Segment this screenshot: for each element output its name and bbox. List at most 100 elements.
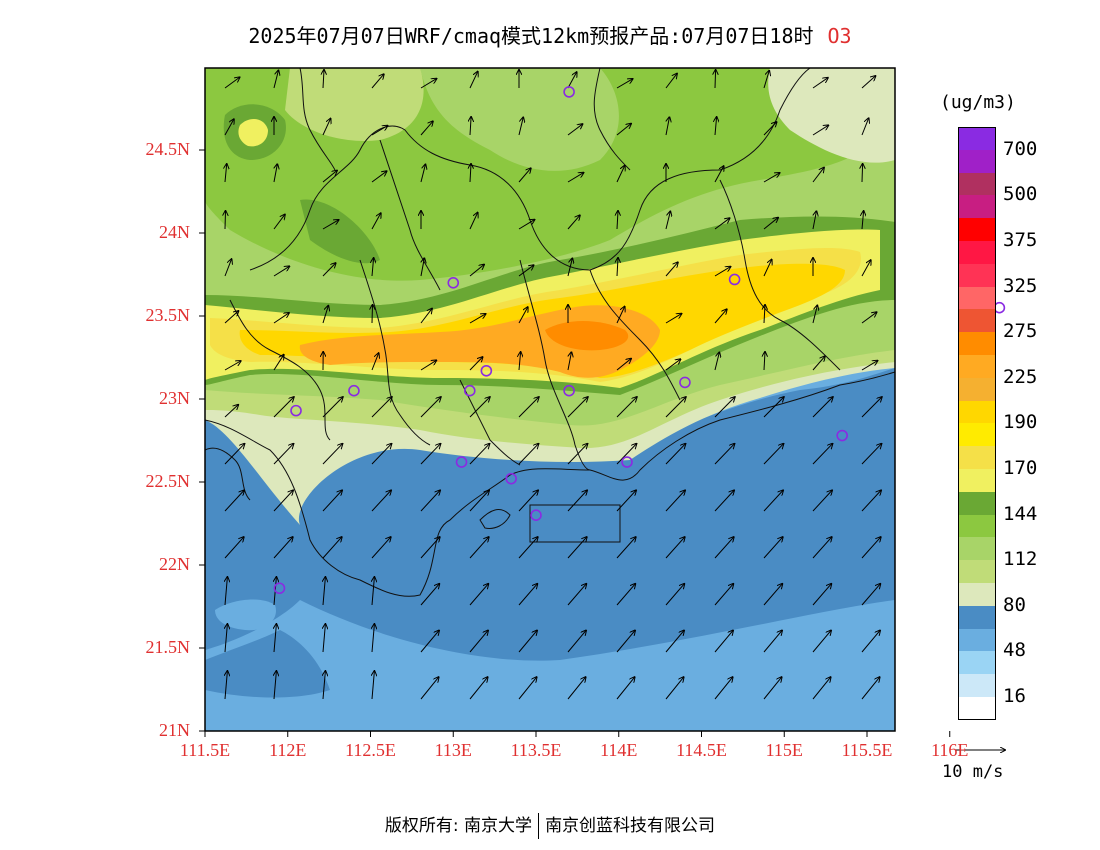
wind-arrow bbox=[665, 397, 686, 418]
wind-arrow bbox=[617, 211, 618, 230]
wind-arrow bbox=[420, 444, 440, 465]
wind-arrow bbox=[420, 397, 441, 418]
wind-arrow bbox=[763, 537, 783, 559]
wind-arrow bbox=[862, 164, 863, 183]
lon-label: 116E bbox=[931, 740, 969, 760]
wind-arrow bbox=[812, 211, 816, 230]
colorbar-segment bbox=[958, 355, 996, 378]
wind-arrow bbox=[225, 671, 227, 700]
wind-arrow bbox=[274, 164, 277, 183]
map-title: 2025年07月07日WRF/cmaq模式12km预报产品:07月07日18时 O… bbox=[248, 24, 852, 48]
wind-arrow bbox=[812, 537, 832, 559]
wind-arrow bbox=[322, 263, 336, 277]
lat-label: 24N bbox=[159, 222, 190, 242]
colorbar-label: 190 bbox=[1003, 411, 1038, 434]
lon-label: 113.5E bbox=[510, 740, 562, 760]
colorbar-label: 170 bbox=[1003, 457, 1038, 479]
colorbar-segment bbox=[958, 286, 996, 310]
wind-arrow bbox=[616, 444, 636, 465]
wind-arrow bbox=[861, 397, 882, 418]
wind-arrow bbox=[371, 126, 387, 136]
wind-arrow bbox=[224, 119, 234, 136]
wind-arrow bbox=[469, 72, 478, 89]
wind-arrow bbox=[617, 258, 618, 277]
wind-arrow bbox=[665, 444, 685, 465]
lon-label: 113E bbox=[434, 740, 472, 760]
wind-arrow bbox=[469, 213, 478, 230]
wind-arrow bbox=[763, 490, 783, 512]
wind-arrow bbox=[665, 117, 669, 136]
wind-arrow bbox=[616, 359, 631, 371]
colorbar-label: 500 bbox=[1003, 183, 1038, 206]
colorbar-label: 275 bbox=[1003, 320, 1038, 343]
wind-arrow bbox=[567, 490, 587, 512]
wind-arrow bbox=[616, 537, 636, 559]
wind-arrow bbox=[518, 537, 538, 559]
boundary-lines bbox=[205, 68, 895, 597]
wind-arrow bbox=[371, 74, 384, 89]
wind-arrow bbox=[518, 220, 534, 230]
wind-arrow bbox=[274, 624, 276, 653]
wind-arrow bbox=[861, 361, 877, 371]
wind-arrow bbox=[812, 677, 831, 700]
wind-arrow bbox=[371, 444, 391, 465]
wind-arrow bbox=[665, 537, 685, 559]
station-marker bbox=[480, 364, 493, 377]
wind-arrow bbox=[812, 356, 825, 371]
wind-arrow bbox=[861, 76, 875, 89]
wind-arrow bbox=[469, 444, 489, 465]
lon-label: 112.5E bbox=[345, 740, 396, 760]
wind-arrow bbox=[812, 78, 828, 89]
wind-arrow bbox=[861, 537, 881, 559]
wind-arrow bbox=[470, 164, 471, 183]
wind-arrow bbox=[861, 677, 880, 700]
wind-arrow bbox=[763, 444, 783, 465]
wind-arrow bbox=[224, 405, 238, 418]
wind-arrow bbox=[861, 584, 880, 606]
colorbar-label: 375 bbox=[1003, 229, 1038, 251]
wind-arrow bbox=[421, 258, 424, 277]
station-marker bbox=[463, 384, 476, 397]
wind-arrow bbox=[224, 259, 232, 277]
colorbar-segment bbox=[958, 674, 996, 697]
wind-arrow bbox=[715, 117, 717, 136]
station-marker bbox=[621, 456, 633, 468]
lat-label: 23N bbox=[159, 388, 190, 408]
wind-arrow bbox=[469, 265, 484, 277]
colorbar-segment bbox=[958, 651, 996, 675]
lon-label: 114E bbox=[600, 740, 638, 760]
wind-arrow bbox=[714, 218, 730, 230]
ozone-field bbox=[205, 68, 895, 731]
colorbar-segment bbox=[958, 263, 996, 287]
wind-arrow bbox=[616, 584, 635, 606]
wind-arrow bbox=[763, 631, 782, 653]
wind-arrow bbox=[567, 259, 572, 277]
wind-arrow bbox=[861, 490, 881, 512]
wind-arrow bbox=[861, 118, 869, 136]
wind-arrow bbox=[420, 631, 439, 653]
colorbar-segment bbox=[958, 195, 996, 219]
wind-arrow bbox=[763, 218, 778, 230]
wind-arrow bbox=[714, 537, 734, 559]
wind-arrow bbox=[274, 671, 276, 700]
station-marker bbox=[679, 376, 691, 389]
wind-arrow bbox=[469, 357, 483, 371]
colorbar-segment bbox=[958, 560, 996, 583]
wind-arrow bbox=[616, 490, 636, 512]
colorbar-segment bbox=[958, 583, 996, 606]
wind-arrow bbox=[518, 118, 523, 136]
wind-arrow bbox=[420, 360, 436, 371]
colorbar-segment bbox=[958, 218, 996, 241]
wind-arrow bbox=[812, 631, 831, 653]
lon-label: 115E bbox=[765, 740, 803, 760]
wind-arrow bbox=[714, 353, 719, 371]
wind-arrow bbox=[616, 124, 631, 136]
wind-arrow bbox=[763, 677, 782, 700]
colorbar-segment bbox=[958, 172, 996, 196]
colorbar-segment bbox=[958, 377, 996, 401]
wind-arrow bbox=[372, 624, 374, 653]
wind-arrow bbox=[812, 584, 831, 606]
wind-arrow bbox=[518, 631, 537, 653]
colorbar-segment bbox=[958, 400, 996, 424]
wind-arrow bbox=[665, 262, 678, 277]
